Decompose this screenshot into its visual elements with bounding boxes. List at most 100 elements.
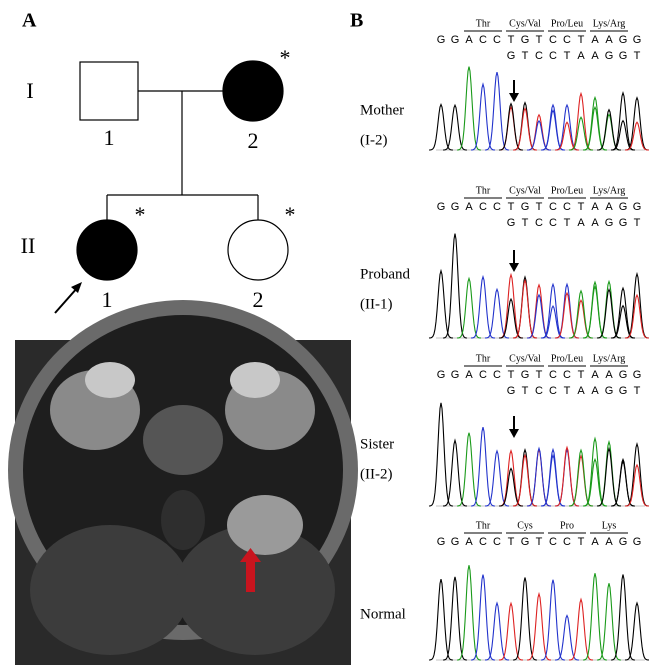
base-letter: T [578, 34, 585, 46]
individual-number: 1 [104, 125, 115, 150]
base-letter: T [522, 217, 529, 229]
base-letter: G [521, 536, 530, 548]
trace-peak [499, 297, 523, 339]
base-letter: G [605, 50, 614, 62]
trace-peak [596, 446, 622, 507]
base-letter: C [479, 536, 487, 548]
base-letter: G [633, 536, 642, 548]
trace-peak [429, 103, 453, 151]
trace-peak [596, 287, 622, 339]
asterisk: * [135, 202, 146, 227]
trace-peak [470, 426, 496, 507]
base-letter: G [619, 385, 628, 397]
base-letter: C [493, 536, 501, 548]
base-letter: G [437, 34, 446, 46]
base-letter: A [577, 50, 585, 62]
generation-label: II [21, 233, 36, 258]
sample-name: Sister [360, 436, 394, 452]
base-letter: G [605, 217, 614, 229]
base-letter: A [605, 201, 613, 213]
base-letter: G [633, 369, 642, 381]
base-letter: T [578, 201, 585, 213]
mutation-arrow-head [509, 93, 519, 102]
base-letter: A [605, 369, 613, 381]
trace-peak [470, 274, 496, 339]
asterisk: * [285, 202, 296, 227]
trace-peak [513, 107, 537, 151]
base-letter: T [522, 50, 529, 62]
base-letter: G [619, 50, 628, 62]
base-letter: C [479, 369, 487, 381]
sample-id: (I-2) [360, 132, 387, 148]
base-letter: C [535, 50, 543, 62]
trace-peak [470, 574, 496, 661]
base-letter: T [564, 50, 571, 62]
trace-peak [541, 103, 565, 151]
trace-peak [610, 574, 636, 661]
base-letter: G [521, 34, 530, 46]
trace-peak [526, 446, 552, 507]
base-letter: G [619, 217, 628, 229]
trace-peak [568, 597, 594, 661]
trace-peak [470, 82, 496, 151]
base-letter: G [619, 201, 628, 213]
base-letter: T [634, 50, 641, 62]
trace-peak [583, 457, 607, 507]
base-letter: C [549, 34, 557, 46]
trace-peak [555, 291, 579, 339]
base-letter: T [578, 536, 585, 548]
base-letter: G [437, 536, 446, 548]
codon-label: Cys/Val [509, 185, 541, 196]
base-letter: C [563, 34, 571, 46]
individual-number: 1 [102, 287, 113, 312]
trace-peak [596, 583, 622, 661]
base-letter: A [591, 217, 599, 229]
base-letter: A [591, 50, 599, 62]
base-letter: T [536, 536, 543, 548]
codon-label: Thr [476, 18, 491, 29]
generation-label: I [26, 78, 33, 103]
trace-peak [611, 304, 635, 339]
codon-label: Cys/Val [509, 18, 541, 29]
codon-label: Lys/Arg [593, 353, 626, 364]
trace-peak [624, 601, 649, 661]
trace-peak [582, 285, 608, 339]
base-letter: C [549, 536, 557, 548]
base-letter: C [549, 201, 557, 213]
codon-label: Cys [517, 520, 533, 531]
trace-peak [625, 121, 649, 151]
base-letter: G [507, 50, 516, 62]
base-letter: T [564, 217, 571, 229]
base-letter: T [508, 201, 515, 213]
base-letter: C [563, 201, 571, 213]
trace-peak [428, 578, 454, 661]
codon-label: Lys [602, 520, 617, 531]
codon-label: Cys/Val [509, 353, 541, 364]
base-letter: A [465, 536, 473, 548]
base-letter: A [577, 385, 585, 397]
base-letter: A [591, 369, 599, 381]
codon-label: Pro [560, 520, 574, 531]
base-letter: T [508, 369, 515, 381]
sample-name: Proband [360, 266, 410, 282]
base-letter: T [564, 385, 571, 397]
base-letter: G [633, 201, 642, 213]
trace-peak [569, 289, 593, 339]
base-letter: G [619, 34, 628, 46]
trace-peak [456, 432, 482, 507]
trace-peak [569, 116, 593, 151]
base-letter: C [493, 369, 501, 381]
base-letter: C [563, 536, 571, 548]
trace-peak [527, 293, 551, 339]
trace-peak [499, 467, 523, 507]
asterisk: * [280, 45, 291, 70]
trace-peak [512, 577, 538, 661]
trace-peak [443, 103, 467, 151]
trace-peak [442, 576, 468, 661]
base-letter: A [465, 369, 473, 381]
base-letter: G [437, 369, 446, 381]
trace-peak [582, 573, 608, 661]
trace-peak [541, 304, 565, 339]
base-letter: A [591, 385, 599, 397]
